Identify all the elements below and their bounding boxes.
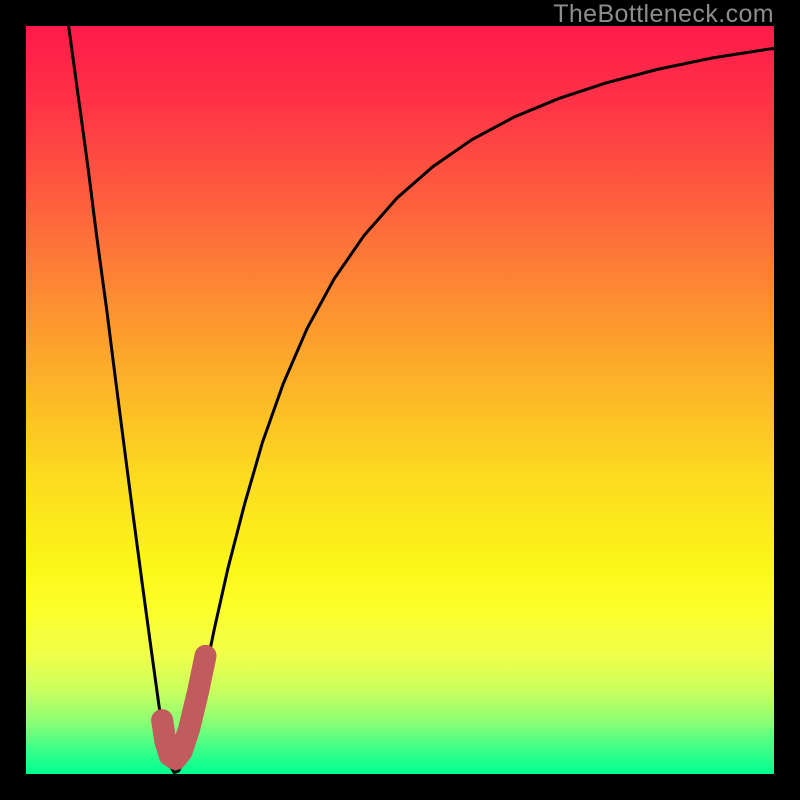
watermark-text: TheBottleneck.com: [553, 0, 774, 29]
chart-frame: TheBottleneck.com: [0, 0, 800, 800]
plot-area: [26, 26, 774, 774]
gradient-background: [26, 26, 774, 774]
plot-svg: [26, 26, 774, 774]
